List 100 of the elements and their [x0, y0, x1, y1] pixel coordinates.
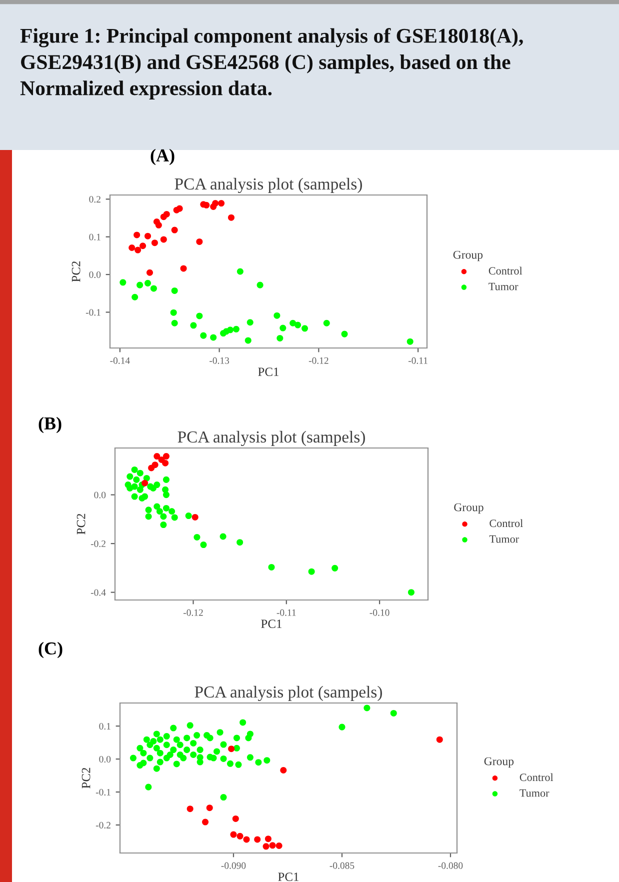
point	[264, 836, 272, 842]
legend-label: Control	[520, 773, 554, 782]
legend-label: Control	[488, 266, 522, 275]
point	[168, 508, 176, 515]
point	[276, 842, 282, 850]
point	[153, 765, 160, 772]
point	[202, 818, 209, 826]
point	[143, 736, 150, 743]
point	[341, 330, 348, 338]
point	[210, 203, 217, 210]
x-tick-label: -0.11	[408, 357, 428, 364]
point	[192, 514, 198, 520]
point	[364, 704, 370, 712]
point	[145, 506, 152, 514]
x-tick-label: -0.11	[276, 609, 296, 616]
y-tick-label: 0.0	[94, 492, 106, 498]
caption: Figure 1: Principal component analysis of GSE18018(A), GSE29431(B) and GSE42568 (C) samples, based on the Normalized expression data.	[20, 28, 523, 100]
point	[176, 742, 184, 748]
point	[254, 836, 261, 843]
y-axis-title: PC2	[72, 261, 80, 282]
point	[173, 736, 180, 743]
point	[232, 326, 240, 332]
point	[150, 484, 156, 492]
y-tick-label: 0.0	[99, 756, 111, 763]
x-tick-label: -0.13	[210, 357, 230, 364]
legend-label: Tumor	[488, 282, 518, 290]
point	[210, 334, 217, 341]
point	[163, 733, 170, 740]
point	[170, 309, 177, 316]
point	[144, 280, 152, 286]
point	[180, 265, 187, 272]
point	[171, 320, 178, 326]
x-tick-label: -0.10	[370, 609, 390, 616]
point	[255, 759, 262, 766]
point	[186, 806, 194, 812]
point	[196, 746, 204, 754]
point	[185, 512, 192, 520]
text: (B)	[38, 416, 62, 434]
point	[332, 564, 338, 572]
point	[173, 206, 180, 214]
point	[190, 740, 197, 746]
point	[246, 754, 254, 761]
point	[408, 589, 414, 596]
point	[190, 752, 197, 758]
point	[136, 744, 144, 752]
point	[206, 734, 214, 742]
point	[236, 832, 244, 840]
point	[132, 294, 138, 300]
point	[162, 476, 170, 483]
point	[140, 242, 146, 250]
point	[128, 244, 136, 252]
point	[133, 476, 140, 483]
x-axis-title: PC1	[278, 872, 299, 882]
point	[268, 564, 275, 570]
text: (C)	[38, 642, 62, 658]
point	[136, 282, 144, 288]
point	[131, 466, 138, 473]
point	[120, 279, 126, 286]
x-tick-label: -0.090	[221, 862, 246, 869]
point	[171, 287, 178, 294]
point	[233, 744, 240, 752]
point	[126, 484, 134, 492]
legend-title: Group	[453, 250, 483, 262]
point	[154, 503, 160, 510]
point	[136, 470, 144, 476]
y-tick-label: 0.0	[89, 271, 101, 278]
point	[146, 754, 154, 762]
point	[156, 736, 164, 743]
point	[171, 514, 178, 521]
point	[232, 815, 239, 822]
point	[226, 760, 234, 767]
point	[233, 734, 240, 742]
point	[160, 236, 167, 243]
point	[236, 539, 244, 546]
point	[145, 513, 152, 520]
point	[184, 746, 190, 754]
point	[162, 492, 170, 498]
x-axis-title: PC1	[258, 368, 279, 376]
point	[220, 755, 227, 762]
point	[200, 542, 207, 548]
y-tick-label: -0.1	[86, 309, 100, 316]
point	[136, 486, 144, 493]
point	[134, 246, 142, 254]
point	[155, 222, 162, 228]
point	[276, 334, 284, 342]
point	[162, 504, 170, 512]
point	[246, 319, 254, 326]
point	[173, 760, 180, 768]
point	[126, 473, 134, 480]
point	[228, 214, 234, 221]
x-axis-title: PC1	[261, 620, 282, 628]
point	[138, 494, 146, 502]
legend-title: Group	[484, 757, 514, 768]
point	[156, 758, 164, 766]
point	[302, 325, 308, 332]
point	[153, 730, 160, 738]
y-axis-title: PC2	[82, 768, 90, 788]
point	[200, 332, 207, 339]
point	[236, 268, 244, 275]
point	[140, 750, 147, 756]
